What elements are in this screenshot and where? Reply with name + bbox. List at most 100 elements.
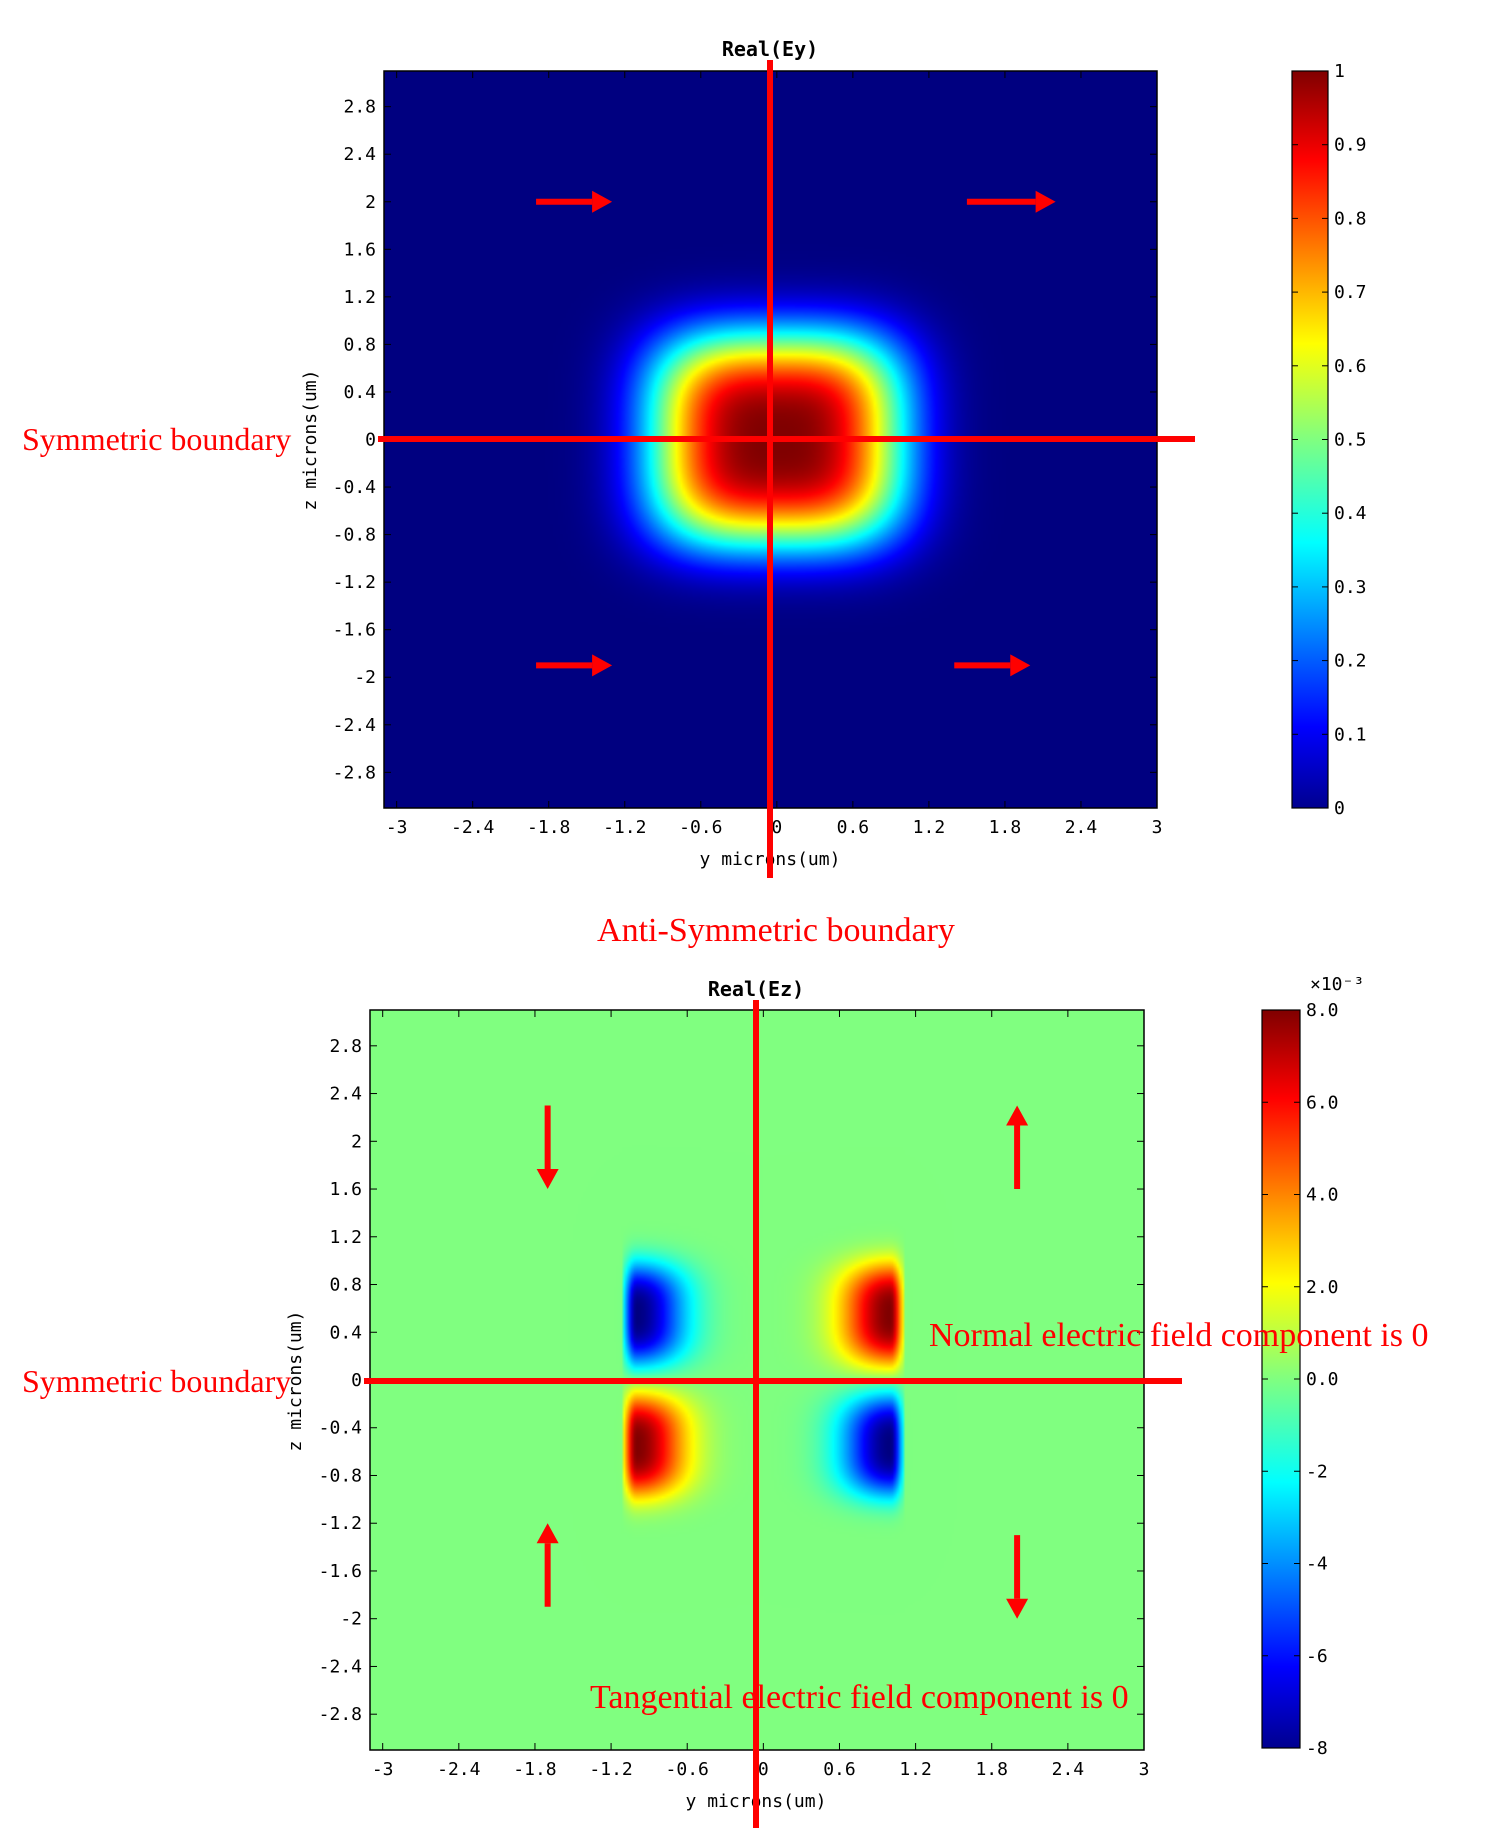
colorbar-tick-label: 0.2 xyxy=(1334,651,1367,672)
colorbar-tick-label: 0.9 xyxy=(1334,135,1367,156)
colorbar-tick-label: 0.4 xyxy=(1334,503,1367,524)
field-direction-arrow-down xyxy=(536,1105,559,1190)
colorbar-tick-label: 4.0 xyxy=(1306,1185,1339,1206)
x-tick-label: -0.6 xyxy=(679,817,722,838)
colorbar-tick-label: -2 xyxy=(1306,1461,1328,1482)
x-tick-label: 1.8 xyxy=(989,817,1022,838)
x-tick-label: -1.8 xyxy=(513,1759,556,1780)
colorbar-tick-label: -6 xyxy=(1306,1646,1328,1667)
y-tick-label: 0.4 xyxy=(329,1322,362,1343)
plot-2-x-ticks: -3 -2.4 -1.8 -1.2 -0.6 0 0.6 1.2 1.8 2.4 3 xyxy=(372,1010,1150,1780)
y-tick-label: 0 xyxy=(365,430,376,451)
y-tick-label: -2.4 xyxy=(319,1656,362,1677)
plot-2-colorbar xyxy=(1261,1009,1301,1749)
colorbar-tick-label: 0.3 xyxy=(1334,577,1367,598)
field-direction-arrow-right xyxy=(536,654,613,677)
y-tick-label: -0.4 xyxy=(319,1418,362,1439)
plot-2-symmetric-boundary-label: Symmetric boundary xyxy=(22,1363,291,1399)
y-tick-label: -2 xyxy=(354,667,376,688)
y-tick-label: 2.8 xyxy=(329,1036,362,1057)
colorbar-tick-label: 0.7 xyxy=(1334,282,1367,303)
plot-1-arrows xyxy=(536,190,1056,677)
y-tick-label: 2 xyxy=(351,1131,362,1152)
tangential-field-annotation: Tangential electric field component is 0 xyxy=(590,1679,1129,1716)
plot-2-colorbar-ticks: 8.0 6.0 4.0 2.0 0.0 -2 -4 -6 -8 xyxy=(1262,1000,1339,1759)
plot-2-title: Real(Ez) xyxy=(708,977,804,1001)
y-tick-label: -0.8 xyxy=(319,1465,362,1486)
x-tick-label: 3 xyxy=(1139,1759,1150,1780)
y-tick-label: -2.8 xyxy=(319,1704,362,1725)
colorbar-tick-label: 2.0 xyxy=(1306,1277,1339,1298)
field-direction-arrow-down xyxy=(1006,1535,1029,1619)
colorbar-tick-label: 0.1 xyxy=(1334,724,1367,745)
colorbar-tick-label: 6.0 xyxy=(1306,1092,1339,1113)
y-tick-label: 0.8 xyxy=(329,1275,362,1296)
colorbar-tick-label: 0.6 xyxy=(1334,356,1367,377)
y-tick-label: 1.6 xyxy=(343,239,376,260)
y-tick-label: 0.4 xyxy=(343,382,376,403)
x-tick-label: 1.8 xyxy=(975,1759,1008,1780)
x-tick-label: -3 xyxy=(372,1759,394,1780)
plot-1: Real(Ey) -3 -2.4 -1.8 -1.2 -0.6 0 0.6 1.2 1.8 2.4… xyxy=(22,37,1367,949)
y-tick-label: 2 xyxy=(365,192,376,213)
field-direction-arrow-right xyxy=(954,654,1031,677)
y-tick-label: -0.4 xyxy=(333,477,376,498)
y-tick-label: -0.8 xyxy=(333,525,376,546)
x-tick-label: -1.8 xyxy=(527,817,570,838)
y-tick-label: -2.8 xyxy=(333,762,376,783)
y-tick-label: -1.2 xyxy=(333,572,376,593)
x-tick-label: -0.6 xyxy=(666,1759,709,1780)
colorbar-tick-label: 0 xyxy=(1334,798,1345,819)
x-tick-label: 3 xyxy=(1152,817,1163,838)
y-tick-label: -1.2 xyxy=(319,1513,362,1534)
plot-2-colorbar-exponent: ×10⁻³ xyxy=(1310,974,1364,995)
x-tick-label: 1.2 xyxy=(913,817,946,838)
x-tick-label: 2.4 xyxy=(1065,817,1098,838)
y-tick-label: 1.2 xyxy=(343,287,376,308)
colorbar-tick-label: -4 xyxy=(1306,1554,1328,1575)
plot-2-arrows xyxy=(536,1105,1029,1619)
x-tick-label: -3 xyxy=(386,817,408,838)
y-tick-label: 2.4 xyxy=(329,1084,362,1105)
field-direction-arrow-up xyxy=(536,1523,559,1607)
plot-2-y-axis-label: z microns(um) xyxy=(285,1311,306,1452)
y-tick-label: 2.8 xyxy=(343,97,376,118)
x-tick-label: -1.2 xyxy=(603,817,646,838)
x-tick-label: -2.4 xyxy=(451,817,494,838)
y-tick-label: -1.6 xyxy=(319,1561,362,1582)
plot-1-y-ticks: 2.8 2.4 2 1.6 1.2 0.8 0.4 0 -0.4 -0.8 -1.2 -1.6 -2 -2… xyxy=(333,97,1157,783)
x-tick-label: 2.4 xyxy=(1052,1759,1085,1780)
colorbar-tick-label: -8 xyxy=(1306,1738,1328,1759)
plot-1-colorbar-ticks: 1 0.9 0.8 0.7 0.6 0.5 0.4 0.3 0.2 0.1 0 xyxy=(1292,61,1367,819)
colorbar-tick-label: 0.8 xyxy=(1334,208,1367,229)
y-tick-label: -2 xyxy=(340,1609,362,1630)
anti-symmetric-boundary-label: Anti-Symmetric boundary xyxy=(597,912,955,949)
y-tick-label: 2.4 xyxy=(343,144,376,165)
field-direction-arrow-up xyxy=(1006,1105,1029,1190)
y-tick-label: 1.6 xyxy=(329,1179,362,1200)
x-tick-label: 1.2 xyxy=(899,1759,932,1780)
colorbar-tick-label: 1 xyxy=(1334,61,1345,82)
y-tick-label: -2.4 xyxy=(333,715,376,736)
x-tick-label: -1.2 xyxy=(589,1759,632,1780)
x-tick-label: 0 xyxy=(758,1759,769,1780)
normal-field-annotation: Normal electric field component is 0 xyxy=(929,1317,1428,1354)
plot-1-y-axis-label: z microns(um) xyxy=(300,370,321,511)
x-tick-label: 0.6 xyxy=(837,817,870,838)
y-tick-label: -1.6 xyxy=(333,620,376,641)
x-tick-label: -2.4 xyxy=(437,1759,480,1780)
y-tick-label: 1.2 xyxy=(329,1227,362,1248)
colorbar-tick-label: 0.0 xyxy=(1306,1369,1339,1390)
field-direction-arrow-right xyxy=(966,190,1056,213)
field-direction-arrow-right xyxy=(536,190,613,213)
y-tick-label: 0 xyxy=(351,1370,362,1391)
y-tick-label: 0.8 xyxy=(343,334,376,355)
plot-2: Real(Ez) -3 -2.4 -1.8 -1.2 -0.6 0 0.6 1.2 1.8 2.4… xyxy=(22,974,1428,1828)
x-tick-label: 0.6 xyxy=(823,1759,856,1780)
plot-1-symmetric-boundary-label: Symmetric boundary xyxy=(22,421,291,457)
plot-2-y-ticks: 2.8 2.4 2 1.6 1.2 0.8 0.4 0 -0.4 -0.8 -1.2 -1.6 -2 -2… xyxy=(319,1036,1144,1725)
plot-1-title: Real(Ey) xyxy=(722,37,818,61)
x-tick-label: 0 xyxy=(771,817,782,838)
colorbar-tick-label: 0.5 xyxy=(1334,430,1367,451)
